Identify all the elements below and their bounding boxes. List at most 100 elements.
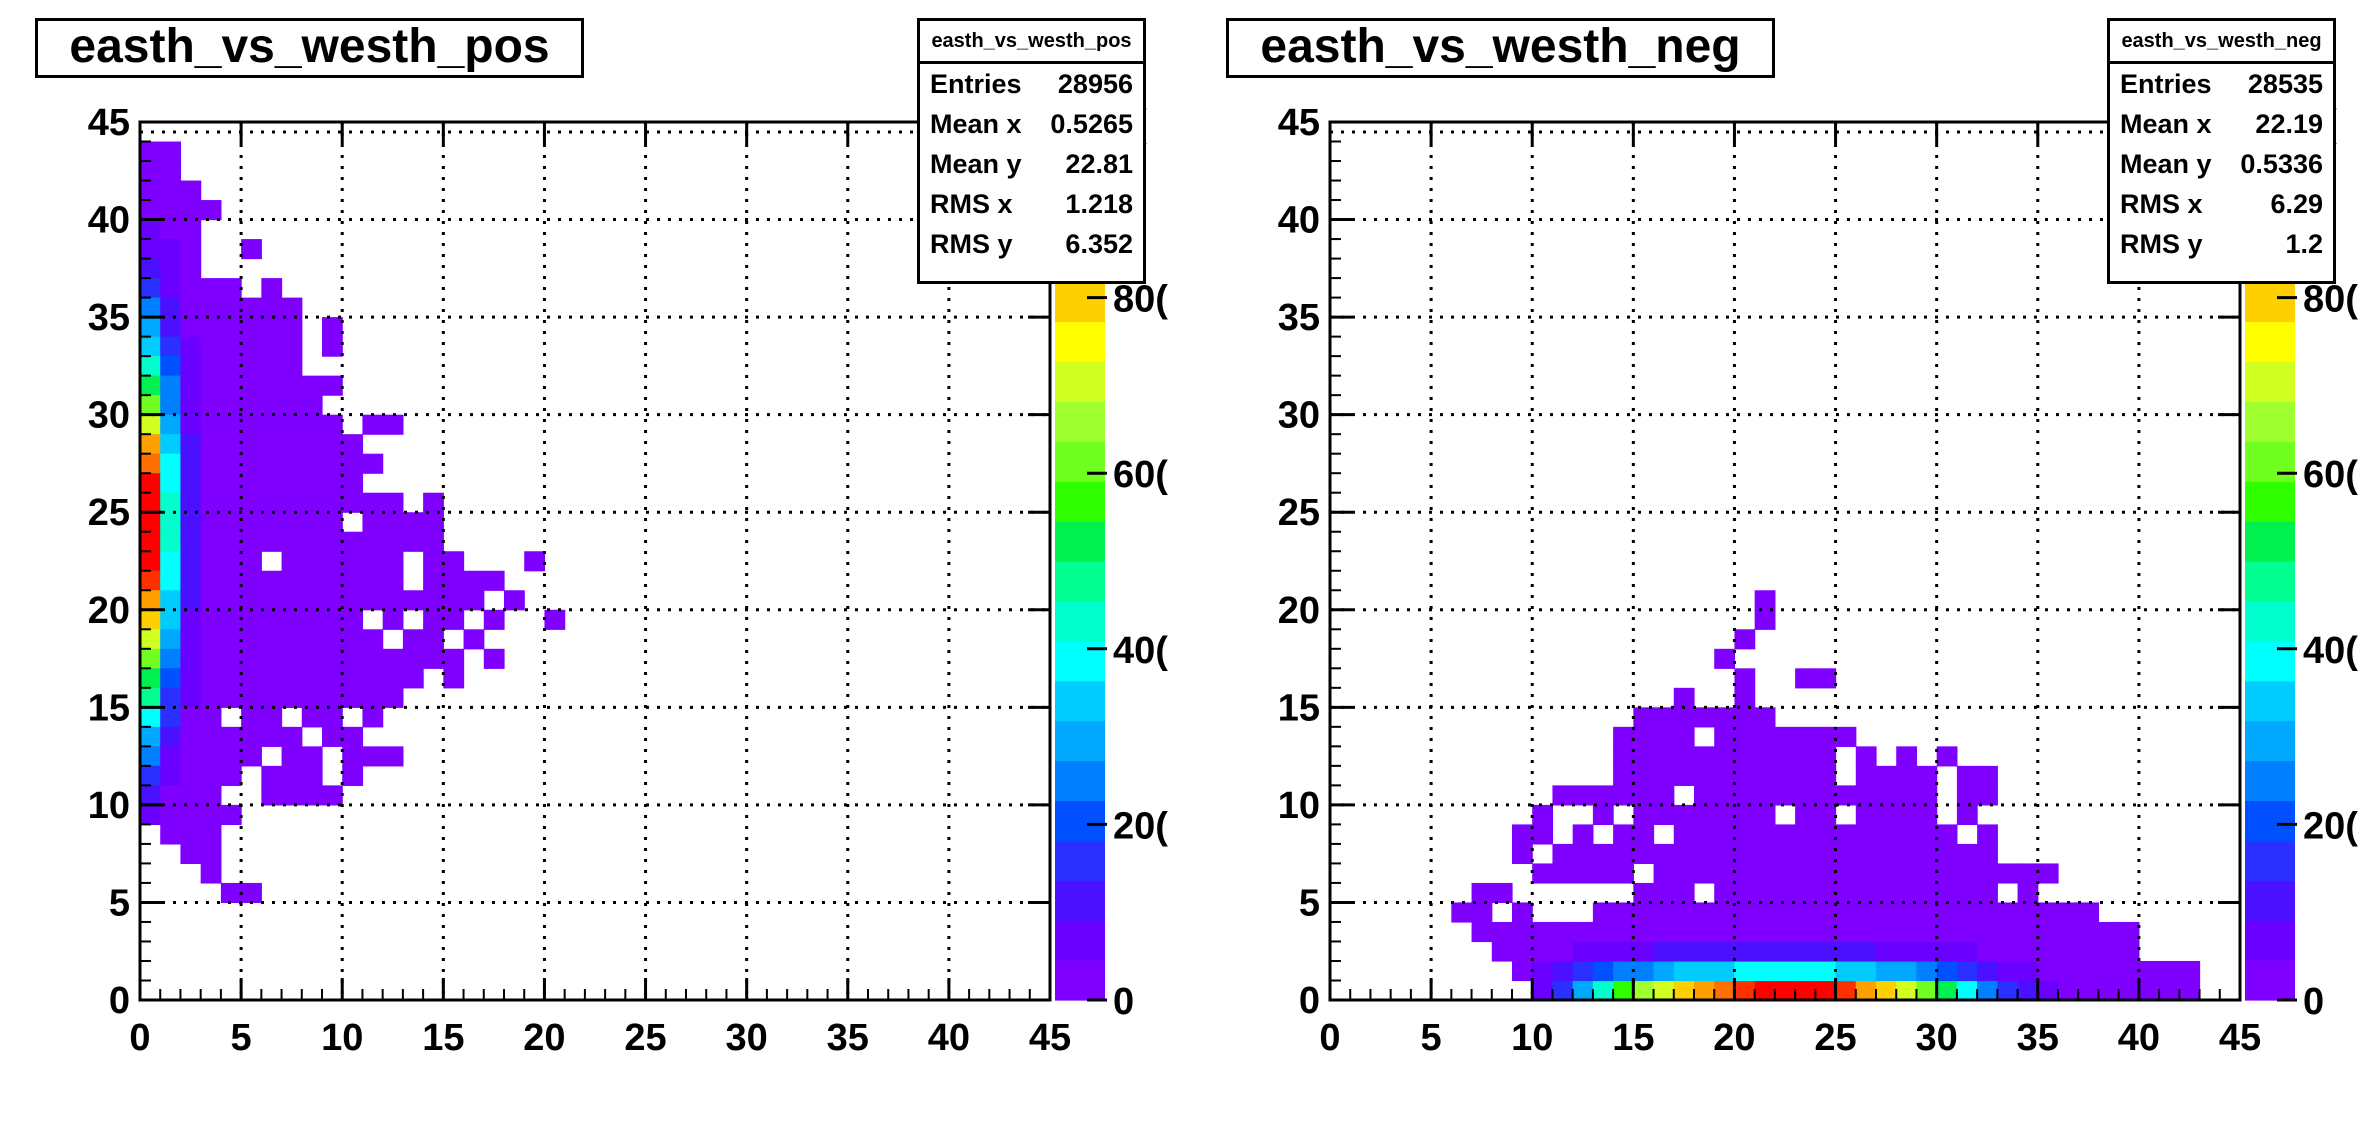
heatmap-bin — [1572, 785, 1594, 806]
heatmap-bin — [281, 531, 303, 552]
heatmap-bin — [1552, 785, 1574, 806]
heatmap-bin — [1451, 902, 1473, 923]
heatmap-bin — [180, 707, 202, 728]
heatmap-bin — [342, 590, 364, 611]
heatmap-bin — [180, 492, 202, 513]
heatmap-bin — [1714, 765, 1736, 786]
heatmap-bin — [301, 648, 323, 669]
heatmap-bin — [1653, 746, 1675, 767]
heatmap-bin — [220, 882, 242, 904]
heatmap-bin — [220, 590, 242, 611]
y-tick-label: 5 — [109, 882, 130, 924]
heatmap-bin — [1694, 921, 1715, 943]
heatmap-bin — [443, 668, 465, 689]
heatmap-bin — [301, 375, 323, 396]
x-tick-label: 10 — [1511, 1017, 1553, 1059]
heatmap-bin — [220, 629, 242, 650]
heatmap-bin — [1633, 765, 1655, 786]
heatmap-bin — [423, 531, 444, 552]
x-tick-label: 40 — [928, 1017, 970, 1059]
heatmap-bin — [342, 668, 364, 689]
heatmap-bin — [200, 297, 222, 318]
heatmap-bin — [1714, 804, 1736, 825]
heatmap-bin — [1532, 941, 1554, 962]
heatmap-bin — [342, 648, 364, 669]
heatmap-bin — [281, 551, 303, 572]
heatmap-bin — [1754, 863, 1776, 884]
heatmap-bin — [1876, 863, 1897, 884]
heatmap-bin — [160, 785, 182, 806]
heatmap-bin — [1633, 824, 1655, 845]
heatmap-bin — [322, 336, 343, 357]
heatmap-bin — [281, 687, 303, 708]
colorbar-segment — [2245, 521, 2295, 562]
heatmap-bin — [220, 473, 242, 494]
heatmap-bin — [160, 395, 182, 416]
y-tick-label: 35 — [88, 297, 130, 339]
heatmap-bin — [322, 726, 343, 747]
heatmap-bin — [1956, 980, 1978, 1001]
heatmap-bin — [2179, 960, 2201, 982]
colorbar-tick-label: 60( — [1113, 454, 1168, 496]
heatmap-bin — [322, 629, 343, 650]
colorbar-segment — [2245, 561, 2295, 602]
heatmap-bin — [160, 629, 182, 650]
heatmap-bin — [160, 609, 182, 630]
heatmap-bin — [180, 531, 202, 552]
y-tick-label: 15 — [1278, 687, 1320, 729]
heatmap-bin — [180, 668, 202, 689]
heatmap-bin — [1532, 863, 1554, 884]
stats-value: 0.5336 — [2240, 149, 2323, 179]
heatmap-bin — [1572, 824, 1594, 845]
heatmap-bin — [1552, 843, 1574, 865]
heatmap-bin — [1633, 843, 1655, 865]
heatmap-bin — [1714, 824, 1736, 845]
heatmap-bin — [200, 785, 222, 806]
heatmap-bin — [1633, 980, 1655, 1001]
heatmap-bin — [200, 590, 222, 611]
heatmap-bin — [1653, 804, 1675, 825]
heatmap-bin — [1613, 843, 1634, 865]
heatmap-bin — [423, 590, 444, 611]
heatmap-bin — [1774, 746, 1796, 767]
heatmap-bin — [1592, 902, 1614, 923]
heatmap-bin — [301, 609, 323, 630]
heatmap-bin — [2058, 902, 2079, 923]
heatmap-bin — [1694, 843, 1715, 865]
heatmap-bin — [241, 668, 262, 689]
heatmap-bin — [220, 375, 242, 396]
colorbar-segment — [2245, 840, 2295, 881]
heatmap-bin — [1714, 921, 1736, 943]
heatmap-bin — [180, 219, 202, 240]
heatmap-bin — [140, 570, 161, 591]
heatmap-bin — [160, 356, 182, 377]
heatmap-bin — [241, 473, 262, 494]
heatmap-bin — [1896, 804, 1918, 825]
heatmap-bin — [1896, 921, 1918, 943]
heatmap-bin — [180, 239, 202, 260]
heatmap-bin — [1754, 590, 1776, 611]
colorbar-segment — [1055, 960, 1105, 1001]
heatmap-bin — [1714, 648, 1736, 669]
heatmap-bin — [220, 297, 242, 318]
heatmap-bin — [1956, 882, 1978, 904]
heatmap-bin — [160, 551, 182, 572]
stats-value: 0.5265 — [1050, 109, 1133, 139]
heatmap-bin — [140, 180, 161, 201]
heatmap-bin — [1653, 765, 1675, 786]
colorbar-segment — [2245, 481, 2295, 522]
heatmap-bin — [160, 375, 182, 396]
heatmap-bin — [382, 570, 404, 591]
heatmap-bin — [281, 648, 303, 669]
plot-area — [140, 122, 1050, 1000]
y-tick-label: 30 — [88, 395, 130, 437]
heatmap-bin — [382, 414, 404, 435]
heatmap-bin — [261, 434, 283, 455]
y-tick-label: 15 — [88, 687, 130, 729]
y-tick-label: 0 — [109, 980, 130, 1022]
heatmap-bin — [1774, 863, 1796, 884]
heatmap-bin — [1876, 824, 1897, 845]
heatmap-bin — [1815, 921, 1837, 943]
heatmap-bin — [1997, 941, 2019, 962]
heatmap-bin — [160, 258, 182, 279]
